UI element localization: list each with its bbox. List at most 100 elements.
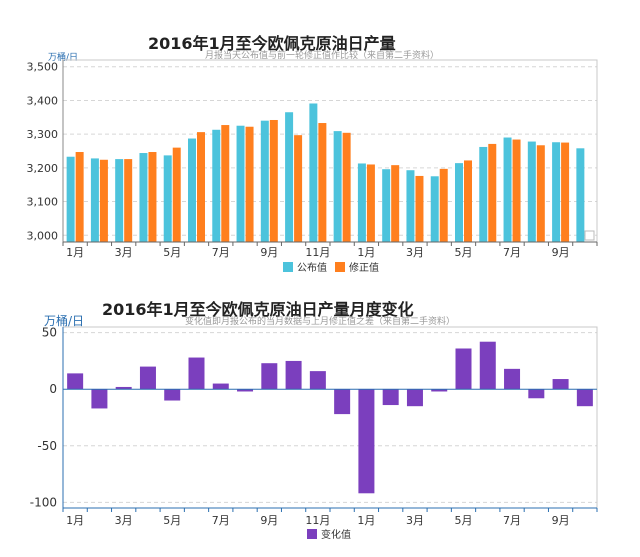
bar-published xyxy=(260,120,269,242)
y-tick-label: 3,500 xyxy=(27,61,59,74)
bar-revised xyxy=(294,135,303,242)
bar-change xyxy=(67,373,84,390)
x-tick-label: 1月 xyxy=(357,246,375,259)
bar-change xyxy=(504,368,521,390)
x-tick-label: 9月 xyxy=(260,246,278,259)
y-tick-label: -50 xyxy=(37,439,57,453)
bar-revised xyxy=(536,145,545,242)
legend-swatch xyxy=(335,262,345,272)
bar-revised xyxy=(197,132,205,242)
bar-change xyxy=(576,389,593,407)
y-tick-label: 0 xyxy=(49,382,57,396)
y-tick-label: 3,200 xyxy=(27,162,59,175)
bar-change xyxy=(237,389,254,392)
bar-revised xyxy=(221,125,230,242)
bar-change xyxy=(382,389,399,406)
bar-change xyxy=(285,360,302,390)
x-tick-label: 1月 xyxy=(66,246,84,259)
bar-revised xyxy=(75,152,84,242)
y-tick-label: 50 xyxy=(42,326,57,340)
corner-box xyxy=(584,230,595,241)
x-tick-label: 5月 xyxy=(163,514,181,527)
x-tick-label: 1月 xyxy=(357,514,375,527)
bar-change xyxy=(115,386,132,390)
bar-revised xyxy=(488,143,497,242)
bar-published xyxy=(115,159,124,242)
bar-change xyxy=(528,389,545,399)
bar-revised xyxy=(366,164,375,242)
legend-swatch xyxy=(307,529,317,539)
bar-published xyxy=(503,137,512,242)
y-tick-label: 3,000 xyxy=(27,229,59,242)
bar-revised xyxy=(464,160,472,242)
chart2-subtitle: 变化值即月报公布的当月数据与上月修正值之差（来自第二手资料） xyxy=(185,317,456,327)
x-tick-label: 11月 xyxy=(305,514,330,527)
y-tick-label: 3,400 xyxy=(27,94,59,107)
chart1-production: 3,000 3,100 3,200 3,300 3,400 3,500 1月 3月 5月 7月 9月… xyxy=(27,59,598,274)
bar-published xyxy=(285,112,294,242)
x-tick-label: 9月 xyxy=(552,246,570,259)
bar-revised xyxy=(269,119,278,242)
bar-published xyxy=(527,141,536,242)
bar-revised xyxy=(512,139,521,242)
bar-published xyxy=(552,142,561,242)
legend-label: 公布值 xyxy=(297,261,327,274)
bar-published xyxy=(66,156,75,242)
x-tick-label: 7月 xyxy=(503,514,521,527)
bar-change xyxy=(139,366,156,390)
bar-published xyxy=(309,103,318,242)
bar-revised xyxy=(342,132,351,242)
bar-published xyxy=(90,158,99,242)
bar-change xyxy=(406,389,423,407)
bar-published xyxy=(430,176,439,242)
bar-change xyxy=(479,341,496,390)
x-tick-label: 3月 xyxy=(406,246,424,259)
legend-swatch xyxy=(283,262,293,272)
bar-published xyxy=(139,153,148,242)
chart1-subtitle: 月报当天公布值与前一轮修正值作比较（来自第二手资料） xyxy=(205,51,440,61)
bar-published xyxy=(479,146,488,242)
plot-frame xyxy=(62,326,598,509)
bar-change xyxy=(334,389,351,415)
chart1-title: 2016年1月至今欧佩克原油日产量 xyxy=(148,34,396,53)
x-tick-label: 7月 xyxy=(212,246,230,259)
bar-change xyxy=(431,389,448,392)
bar-change xyxy=(358,389,375,494)
bar-published xyxy=(382,169,391,242)
x-tick-label: 7月 xyxy=(503,246,521,259)
bar-revised xyxy=(439,168,448,242)
y-tick-label: 3,100 xyxy=(27,196,59,209)
x-tick-label: 5月 xyxy=(163,246,181,259)
y-tick-label: 3,300 xyxy=(27,128,59,141)
bar-revised xyxy=(415,175,424,242)
chart2-y-unit: 万桶/日 xyxy=(44,314,85,328)
x-tick-label: 7月 xyxy=(212,514,230,527)
bar-revised xyxy=(99,159,108,242)
bar-published xyxy=(455,163,463,242)
bar-published xyxy=(333,131,342,242)
chart2-title: 2016年1月至今欧佩克原油日产量月度变化 xyxy=(102,300,414,319)
bar-revised xyxy=(391,165,400,242)
x-tick-label: 3月 xyxy=(406,514,424,527)
bar-revised xyxy=(318,123,327,242)
bar-change xyxy=(91,389,108,409)
bar-published xyxy=(212,129,221,242)
x-tick-label: 3月 xyxy=(115,514,133,527)
bar-published xyxy=(357,163,366,242)
bar-change xyxy=(261,363,278,390)
bar-revised xyxy=(172,147,181,242)
bar-revised xyxy=(561,142,570,242)
bar-change xyxy=(188,357,205,390)
bar-published xyxy=(236,125,245,242)
legend-label: 变化值 xyxy=(321,528,351,541)
x-tick-label: 1月 xyxy=(66,514,84,527)
bar-published xyxy=(576,148,585,242)
bar-published xyxy=(163,155,172,242)
legend-label: 修正值 xyxy=(349,261,379,274)
x-tick-label: 5月 xyxy=(455,246,473,259)
bar-change xyxy=(455,348,472,390)
x-tick-label: 9月 xyxy=(552,514,570,527)
x-tick-label: 9月 xyxy=(260,514,278,527)
x-tick-label: 3月 xyxy=(115,246,133,259)
